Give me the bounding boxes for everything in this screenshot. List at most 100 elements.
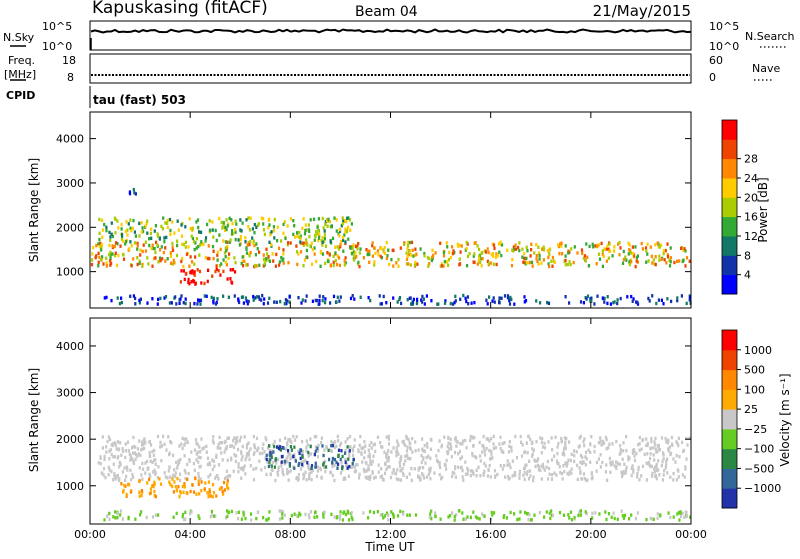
scatter-cell [289,457,292,461]
scatter-cell [237,462,240,466]
scatter-cell [508,302,512,306]
scatter-cell [249,512,253,516]
scatter-cell [323,229,326,233]
scatter-cell [315,298,319,303]
scatter-cell [498,242,501,246]
scatter-cell [548,466,551,471]
scatter-cell [667,449,670,453]
scatter-cell [297,449,300,453]
scatter-cell [229,444,232,448]
scatter-cell [307,513,311,517]
scatter-cell [523,256,526,260]
scatter-cell [146,256,149,260]
scatter-cell [278,438,282,442]
scatter-cell [330,444,333,448]
scatter-cell [149,487,152,491]
scatter-cell [218,435,221,440]
scatter-cell [616,517,619,521]
scatter-cell [631,245,634,249]
scatter-cell [212,235,215,239]
scatter-cell [224,240,227,244]
scatter-cell [94,256,97,260]
scatter-cell [657,468,660,472]
scatter-cell [364,461,367,465]
scatter-cell [197,225,200,230]
scatter-cell [348,464,351,469]
scatter-cell [380,474,384,478]
scatter-cell [223,488,226,492]
scatter-cell [668,445,671,449]
scatter-cell [589,450,592,455]
scatter-cell [523,466,526,470]
scatter-cell [473,300,476,305]
scatter-cell [344,230,347,234]
scatter-cell [258,451,261,456]
scatter-cell [106,439,109,444]
scatter-cell [500,243,504,247]
scatter-cell [525,441,528,445]
scatter-cell [396,439,399,443]
scatter-cell [415,252,418,256]
scatter-cell [351,517,354,522]
scatter-cell [341,466,344,470]
scatter-cell [255,242,258,246]
scatter-cell [454,465,457,469]
scatter-cell [207,475,210,479]
scatter-cell [316,469,319,473]
scatter-cell [353,258,356,262]
scatter-cell [252,467,255,471]
scatter-cell [398,297,401,302]
scatter-cell [666,297,669,301]
scatter-cell [409,447,412,451]
scatter-cell [407,437,410,442]
scatter-cell [153,229,156,233]
scatter-cell [478,254,481,259]
scatter-cell [188,264,191,268]
scatter-cell [153,256,156,261]
scatter-cell [161,227,164,231]
scatter-cell [120,227,123,231]
scatter-cell [367,454,370,459]
scatter-cell [496,472,499,477]
scatter-cell [367,464,370,468]
scatter-cell [676,512,679,516]
scatter-cell [371,470,374,474]
scatter-cell [194,476,197,481]
scatter-cell [148,454,151,458]
scatter-cell [654,447,657,451]
scatter-cell [193,468,196,473]
scatter-cell [563,447,566,451]
scatter-cell [564,258,567,263]
scatter-cell [637,468,640,472]
scatter-cell [428,467,431,471]
scatter-cell [485,437,488,441]
scatter-cell [230,218,233,222]
scatter-cell [265,438,268,442]
scatter-cell [285,447,288,451]
scatter-cell [565,436,568,441]
scatter-cell [416,262,419,266]
scatter-cell [585,457,588,461]
scatter-cell [212,459,215,463]
scatter-cell [139,453,142,457]
scatter-cell [525,261,528,265]
scatter-cell [181,446,184,451]
scatter-cell [525,472,528,477]
scatter-cell [655,476,658,481]
scatter-cell [144,461,147,465]
scatter-cell [641,438,645,442]
scatter-cell [357,260,360,265]
scatter-cell [489,475,492,479]
scatter-cell [211,274,214,278]
scatter-cell [594,511,597,515]
scatter-cell [255,264,258,268]
scatter-cell [241,466,244,470]
scatter-cell [151,460,154,465]
scatter-cell [345,219,348,224]
scatter-cell [428,515,431,519]
scatter-cell [283,513,286,517]
date-title: 21/May/2015 [593,2,691,20]
scatter-cell [198,465,201,469]
scatter-cell [105,225,108,229]
